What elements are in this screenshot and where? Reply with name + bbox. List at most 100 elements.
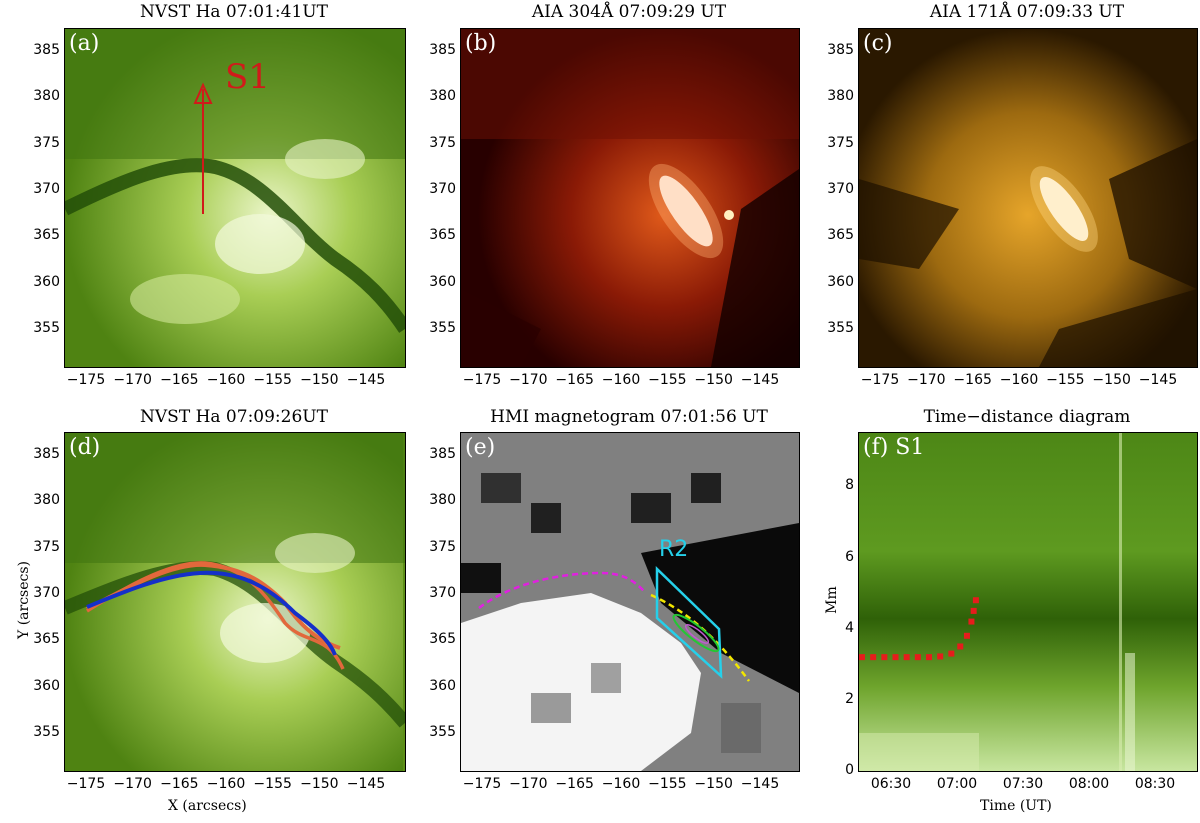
x-tick-label: −155 xyxy=(648,372,687,388)
panel-e-magnetogram-image xyxy=(461,433,799,771)
panel-c-label: (c) xyxy=(863,31,893,56)
y-tick-label: 355 xyxy=(33,320,60,336)
y-tick-label: 360 xyxy=(429,273,456,290)
panel-b-aia304-image xyxy=(461,29,799,367)
trajectory-point xyxy=(926,654,932,661)
x-tick-label: −150 xyxy=(694,372,733,388)
x-tick-label: −160 xyxy=(601,372,641,388)
x-tick-label: −155 xyxy=(1046,372,1085,388)
x-tick-label: −155 xyxy=(253,372,292,388)
x-tick-label: −145 xyxy=(1138,372,1178,388)
y-tick-label: 360 xyxy=(827,273,854,290)
f-y-tick-label: 8 xyxy=(845,477,854,494)
x-tick-label: −165 xyxy=(160,372,199,388)
x-tick-label: −150 xyxy=(694,776,733,792)
panel-e-image: (e) R2 xyxy=(460,432,800,772)
trajectory-point xyxy=(870,654,877,661)
f-y-tick-label: 6 xyxy=(845,548,854,565)
panel-a-title: NVST Ha 07:01:41UT xyxy=(140,2,328,22)
x-tick-label: −175 xyxy=(462,372,502,388)
trajectory-point xyxy=(881,654,888,661)
x-tick-label: −160 xyxy=(601,776,641,792)
y-tick-label: 375 xyxy=(827,134,854,151)
x-tick-label: −175 xyxy=(462,776,502,792)
y-tick-label: 370 xyxy=(429,585,456,601)
f-y-tick-label: 2 xyxy=(845,690,854,707)
panel-f-label: (f) S1 xyxy=(863,435,925,460)
trajectory-point xyxy=(972,597,979,604)
panel-a-image: (a) S1 xyxy=(64,28,406,368)
y-tick-label: 360 xyxy=(33,273,60,290)
x-tick-label: −175 xyxy=(66,776,106,792)
y-tick-label: 365 xyxy=(429,631,456,648)
trajectory-point xyxy=(892,654,899,661)
panel-b-title: AIA 304Å 07:09:29 UT xyxy=(531,2,727,22)
panel-a-label: (a) xyxy=(69,31,100,56)
x-tick-label: −165 xyxy=(555,372,594,388)
x-tick-label: −150 xyxy=(300,776,339,792)
x-tick-label: −155 xyxy=(253,776,292,792)
panel-f-title: Time−distance diagram xyxy=(923,407,1131,427)
trajectory-point xyxy=(957,643,964,650)
trajectory-point xyxy=(859,654,865,661)
region-r2-label: R2 xyxy=(659,537,689,562)
panel-d-title: NVST Ha 07:09:26UT xyxy=(140,407,328,427)
f-x-tick-label: 08:30 xyxy=(1134,776,1176,792)
y-tick-label: 370 xyxy=(429,181,456,197)
panel-d-halpha-image xyxy=(65,433,405,771)
y-tick-label: 385 xyxy=(429,42,456,58)
trajectory-point xyxy=(903,654,910,661)
x-axis-title: X (arcsecs) xyxy=(168,798,247,814)
x-tick-label: −145 xyxy=(740,776,780,792)
y-tick-label: 385 xyxy=(429,446,456,462)
x-tick-label: −165 xyxy=(555,776,594,792)
y-tick-label: 370 xyxy=(33,585,60,601)
x-tick-label: −170 xyxy=(509,776,548,792)
trajectory-point xyxy=(937,653,944,660)
x-tick-label: −160 xyxy=(999,372,1039,388)
f-x-tick-label: 07:00 xyxy=(936,776,978,792)
panel-e-title: HMI magnetogram 07:01:56 UT xyxy=(490,407,768,427)
y-tick-label: 380 xyxy=(33,88,60,105)
x-tick-label: −160 xyxy=(206,776,246,792)
panel-d-image: (d) xyxy=(64,432,406,772)
x-tick-label: −150 xyxy=(300,372,339,388)
trajectory-point xyxy=(963,632,970,639)
x-tick-label: −145 xyxy=(740,372,780,388)
trajectory-point xyxy=(970,607,977,614)
f-y-axis-title: Mm xyxy=(823,586,840,614)
trajectory-point xyxy=(914,654,921,661)
y-tick-label: 375 xyxy=(429,538,456,555)
y-axis-title: Y (arcsecs) xyxy=(16,561,32,639)
panel-b-label: (b) xyxy=(465,31,497,56)
trajectory-point xyxy=(968,618,975,625)
y-tick-label: 365 xyxy=(33,631,60,648)
x-tick-label: −175 xyxy=(66,372,106,388)
panel-d-label: (d) xyxy=(69,435,101,460)
slit-s1-label: S1 xyxy=(225,57,270,97)
panel-f-plot: (f) S1 xyxy=(858,432,1198,772)
x-tick-label: −160 xyxy=(206,372,246,388)
y-tick-label: 385 xyxy=(33,446,60,462)
y-tick-label: 355 xyxy=(827,320,854,336)
panel-e-label: (e) xyxy=(465,435,496,460)
y-tick-label: 375 xyxy=(33,538,60,555)
x-tick-label: −145 xyxy=(346,776,386,792)
y-tick-label: 360 xyxy=(429,677,456,694)
y-tick-label: 380 xyxy=(827,88,854,105)
y-tick-label: 355 xyxy=(429,320,456,336)
y-tick-label: 375 xyxy=(33,134,60,151)
x-tick-label: −150 xyxy=(1092,372,1131,388)
f-x-axis-title: Time (UT) xyxy=(980,798,1052,814)
y-tick-label: 355 xyxy=(33,724,60,740)
x-tick-label: −155 xyxy=(648,776,687,792)
y-tick-label: 355 xyxy=(429,724,456,740)
y-tick-label: 370 xyxy=(33,181,60,197)
y-tick-label: 375 xyxy=(429,134,456,151)
y-tick-label: 385 xyxy=(33,42,60,58)
f-x-tick-label: 07:30 xyxy=(1002,776,1044,792)
y-tick-label: 380 xyxy=(429,492,456,509)
y-tick-label: 360 xyxy=(33,677,60,694)
y-tick-label: 370 xyxy=(827,181,854,197)
x-tick-label: −145 xyxy=(346,372,386,388)
